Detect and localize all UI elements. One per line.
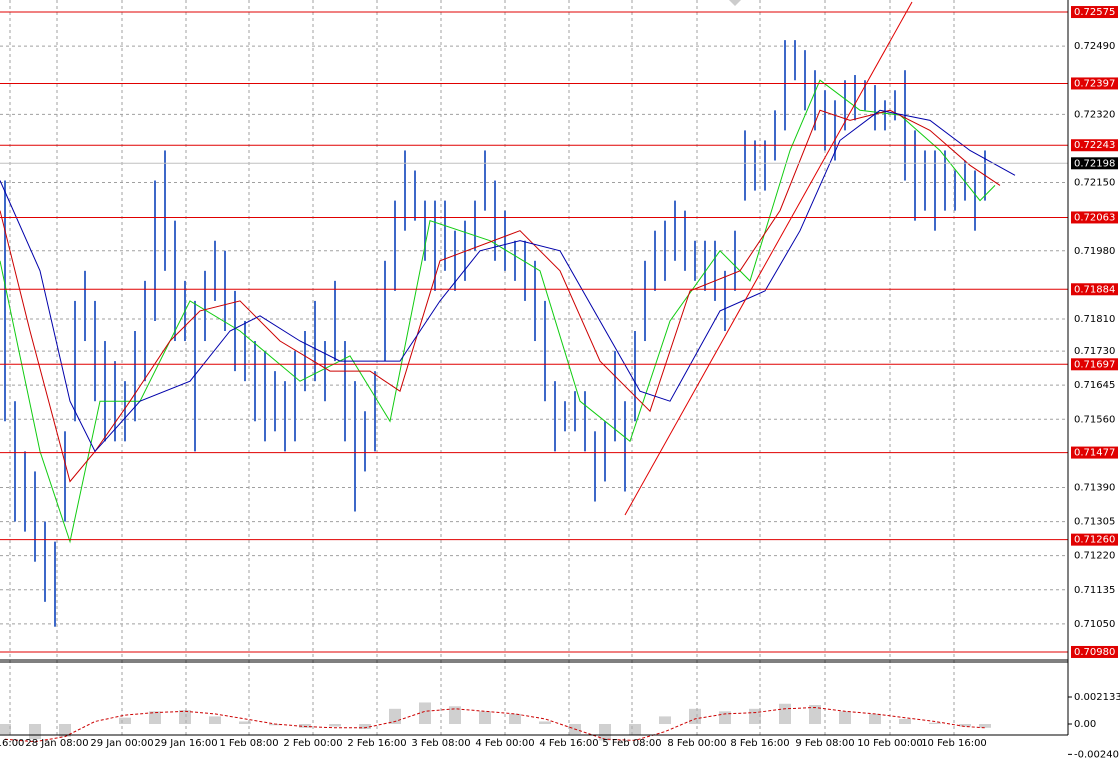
x-tick-label: 4 Feb 00:00 — [475, 738, 534, 749]
y-tick-label: 0.71810 — [1074, 314, 1115, 325]
histogram-bar — [419, 702, 431, 724]
trend-line — [624, 1, 913, 516]
moving-average — [0, 109, 1001, 483]
histogram-bar — [449, 706, 461, 724]
level-label: 0.71477 — [1074, 448, 1115, 459]
histogram-bar — [929, 722, 941, 724]
x-tick-label: 28 Jan 08:00 — [25, 738, 88, 749]
level-label: 0.71884 — [1074, 284, 1115, 295]
y-tick-label: 0.71305 — [1074, 517, 1115, 528]
level-label: 0.70980 — [1074, 647, 1115, 658]
x-tick-label: 2 Feb 00:00 — [283, 738, 342, 749]
y-tick-label: 0.00 — [1074, 719, 1096, 730]
histogram-bar — [779, 703, 791, 724]
level-label: 0.72575 — [1074, 7, 1115, 18]
level-label: 0.71260 — [1074, 535, 1115, 546]
x-tick-label: 10 Feb 00:00 — [857, 738, 923, 749]
histogram-bar — [209, 716, 221, 724]
histogram-bar — [479, 711, 491, 724]
histogram-bar — [689, 708, 701, 724]
axis-labels: 0.72490 0.72320 0.72150 0.71980 0.71810 0.717… — [0, 6, 1120, 758]
histogram-bar — [899, 718, 911, 724]
y-tick-label: 0.71645 — [1074, 380, 1115, 391]
histogram-bar — [59, 723, 71, 737]
x-tick-label: 5 Feb 08:00 — [602, 738, 661, 749]
x-tick-label: 16:00 — [0, 738, 24, 749]
histogram-bar — [239, 721, 251, 724]
level-label-box — [1071, 358, 1118, 371]
x-tick-label: 3 Feb 08:00 — [411, 738, 470, 749]
moving-average — [0, 109, 1016, 453]
y-tick-label: 0.71390 — [1074, 482, 1115, 493]
level-label: 0.71697 — [1074, 359, 1115, 370]
level-label-box — [1071, 139, 1118, 152]
x-tick-label: 2 Feb 16:00 — [347, 738, 406, 749]
level-label: 0.72063 — [1074, 212, 1115, 223]
histogram-bar — [29, 723, 41, 740]
y-tick-label: 0.71050 — [1074, 619, 1115, 630]
level-label-box — [1071, 6, 1118, 19]
histogram-bar — [539, 721, 551, 724]
level-label-box — [1071, 283, 1118, 296]
histogram-bar — [0, 723, 11, 735]
histogram-bar — [359, 723, 371, 730]
histogram-bar — [149, 711, 161, 724]
histogram-bar — [329, 723, 341, 727]
x-tick-label: 10 Feb 16:00 — [921, 738, 987, 749]
y-tick-label: 0.71135 — [1074, 585, 1115, 596]
y-tick-label: 0.72490 — [1074, 41, 1115, 52]
x-tick-label: 8 Feb 00:00 — [667, 738, 726, 749]
y-tick-label: 0.71730 — [1074, 346, 1115, 357]
histogram-bar — [959, 723, 971, 727]
histogram-bar — [809, 705, 821, 724]
level-label-box — [1071, 533, 1118, 546]
histogram-bar — [869, 713, 881, 724]
grid — [0, 0, 1068, 735]
shift-marker — [729, 0, 741, 6]
y-tick-label: 0.71560 — [1074, 414, 1115, 425]
y-tick-label: 0.002133 — [1074, 692, 1120, 703]
y-tick-label: -0.002401 — [1074, 749, 1120, 758]
histogram-bar — [179, 710, 191, 724]
histogram-bar — [389, 708, 401, 724]
current-price-box — [1071, 157, 1118, 170]
level-label-box — [1071, 77, 1118, 90]
x-tick-label: 29 Jan 16:00 — [154, 738, 217, 749]
histogram-bar — [299, 723, 311, 728]
x-tick-label: 29 Jan 00:00 — [90, 738, 153, 749]
histogram-bar — [119, 717, 131, 724]
histogram-bar — [629, 723, 641, 736]
histogram-bar — [509, 713, 521, 724]
x-tick-label: 1 Feb 08:00 — [219, 738, 278, 749]
x-tick-label: 4 Feb 16:00 — [539, 738, 598, 749]
plot — [0, 11, 1068, 743]
x-tick-label: 9 Feb 08:00 — [795, 738, 854, 749]
level-label: 0.72397 — [1074, 78, 1115, 89]
y-tick-label: 0.72320 — [1074, 109, 1115, 120]
histogram-bar — [719, 711, 731, 724]
y-tick-label: 0.71220 — [1074, 551, 1115, 562]
histogram-bar — [839, 711, 851, 724]
histogram-bar — [599, 723, 611, 741]
x-tick-label: 8 Feb 16:00 — [730, 738, 789, 749]
level-label-box — [1071, 446, 1118, 459]
histogram-bar — [979, 723, 991, 728]
level-label-box — [1071, 645, 1118, 658]
histogram-bar — [659, 716, 671, 724]
histogram-bar — [269, 723, 281, 726]
current-price-label: 0.72198 — [1074, 158, 1115, 169]
level-label: 0.72243 — [1074, 140, 1115, 151]
level-label-box — [1071, 211, 1118, 224]
signal-line — [4, 706, 986, 743]
histogram-bar — [749, 708, 761, 724]
y-tick-label: 0.71980 — [1074, 246, 1115, 257]
y-tick-label: 0.72150 — [1074, 178, 1115, 189]
